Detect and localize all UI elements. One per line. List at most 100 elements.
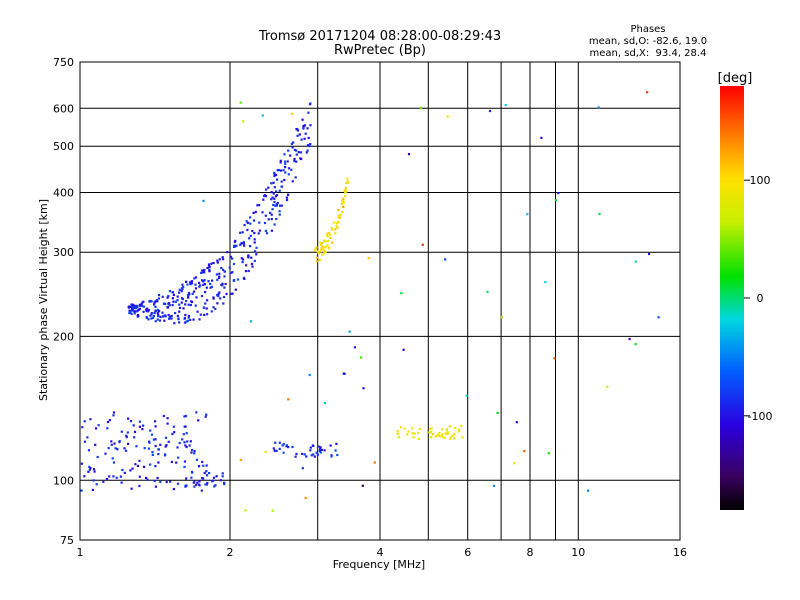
echo-point: [337, 209, 340, 212]
echo-point: [221, 282, 224, 285]
echo-point: [120, 430, 123, 433]
echo-point: [295, 128, 298, 131]
colorbar-ticks: 100 0 -100: [744, 174, 772, 423]
echo-point: [323, 250, 326, 253]
echo-point: [303, 124, 307, 127]
echo-point: [91, 488, 94, 491]
echo-point: [247, 269, 250, 273]
echo-point: [183, 465, 186, 468]
echo-point: [346, 177, 349, 180]
echo-point: [451, 434, 454, 437]
echo-point: [163, 314, 166, 317]
echo-point: [223, 275, 226, 278]
echo-point: [107, 447, 110, 450]
echo-point: [267, 186, 270, 189]
echo-point: [147, 447, 150, 450]
echo-point: [198, 281, 201, 285]
echo-point: [171, 304, 174, 307]
echo-point: [142, 310, 145, 313]
echo-point: [232, 279, 235, 282]
echo-point: [444, 258, 447, 261]
echo-point: [185, 445, 188, 449]
echo-point: [210, 310, 213, 313]
echo-point: [275, 217, 278, 221]
echo-point: [526, 213, 529, 216]
echo-point: [348, 330, 351, 333]
echo-point: [202, 477, 205, 480]
echo-point: [554, 199, 557, 202]
echo-point: [196, 310, 199, 313]
echo-point: [133, 310, 136, 313]
echo-point: [296, 129, 300, 132]
echo-point: [300, 157, 303, 161]
echo-point: [172, 425, 175, 428]
echo-point: [446, 115, 449, 118]
echo-point: [342, 201, 345, 204]
echo-point: [220, 267, 223, 270]
echo-point: [197, 483, 201, 486]
echo-point: [218, 276, 221, 279]
echo-point: [243, 223, 246, 227]
echo-point: [328, 232, 331, 235]
echo-point: [87, 449, 91, 452]
echo-point: [198, 480, 201, 483]
echo-point: [151, 453, 154, 456]
echo-point: [344, 186, 347, 189]
echo-point: [657, 316, 660, 319]
echo-point: [149, 314, 152, 317]
echo-point: [242, 120, 245, 123]
echo-point: [206, 299, 209, 302]
echo-point: [449, 437, 452, 440]
echo-point: [108, 419, 111, 422]
echo-point: [209, 282, 212, 285]
echo-point: [151, 451, 154, 454]
echo-point: [249, 216, 252, 219]
echo-point: [92, 479, 95, 482]
echo-point: [136, 306, 139, 309]
echo-point: [262, 198, 265, 201]
echo-point: [115, 476, 118, 479]
echo-point: [202, 283, 205, 286]
echo-point: [215, 475, 218, 478]
echo-point: [291, 445, 294, 449]
echo-point: [105, 478, 109, 481]
echo-point: [294, 455, 297, 458]
echo-point: [275, 203, 278, 206]
echo-point: [261, 211, 264, 214]
echo-point: [181, 438, 184, 441]
echo-point: [316, 453, 319, 456]
echo-point: [326, 232, 329, 235]
echo-point: [196, 481, 199, 484]
echo-point: [323, 402, 326, 405]
echo-point: [134, 463, 137, 466]
echo-point: [127, 442, 130, 445]
echo-point: [315, 256, 319, 259]
echo-point: [245, 264, 248, 267]
echo-point: [276, 169, 279, 172]
x-tick-label: 8: [527, 546, 534, 559]
echo-point: [346, 181, 349, 184]
echo-point: [329, 444, 332, 447]
echo-point: [183, 460, 187, 463]
echo-point: [301, 452, 304, 455]
echo-point: [205, 483, 208, 486]
echo-point: [253, 232, 256, 235]
x-tick-label: 10: [571, 546, 585, 559]
echo-point: [202, 464, 205, 467]
echo-point: [271, 208, 274, 211]
echo-point: [83, 475, 86, 478]
echo-point: [271, 509, 274, 512]
echo-point: [245, 220, 248, 223]
echo-point: [648, 252, 651, 256]
echo-points: [80, 91, 660, 512]
echo-point: [157, 294, 161, 297]
echo-point: [443, 436, 446, 439]
echo-point: [154, 425, 157, 428]
echo-point: [194, 276, 198, 279]
echo-point: [399, 426, 403, 429]
echo-point: [135, 445, 138, 448]
echo-point: [430, 427, 433, 430]
echo-point: [138, 307, 142, 310]
echo-point: [458, 430, 461, 433]
echo-point: [218, 272, 221, 275]
